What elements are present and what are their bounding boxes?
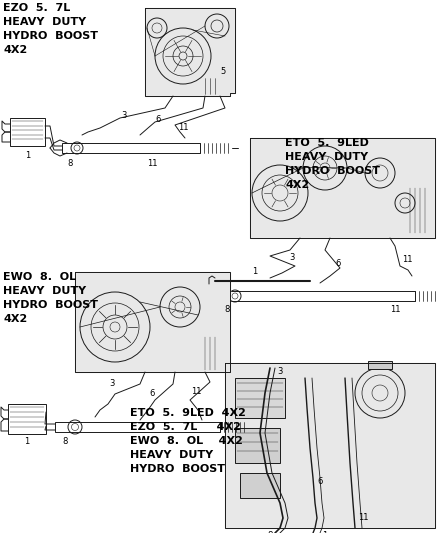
Text: EZO  5.  7L
HEAVY  DUTY
HYDRO  BOOST
4X2: EZO 5. 7L HEAVY DUTY HYDRO BOOST 4X2 — [3, 3, 98, 55]
Text: 11: 11 — [358, 513, 368, 522]
Bar — [235, 378, 285, 418]
Text: 8: 8 — [62, 437, 68, 446]
Bar — [8, 404, 46, 434]
Text: 11: 11 — [147, 159, 157, 168]
Text: ETO  5.  9LED
HEAVY  DUTY
HYDRO  BOOST
4X2: ETO 5. 9LED HEAVY DUTY HYDRO BOOST 4X2 — [285, 138, 380, 190]
Text: EWO  8.  OL
HEAVY  DUTY
HYDRO  BOOST
4X2: EWO 8. OL HEAVY DUTY HYDRO BOOST 4X2 — [3, 272, 98, 324]
Bar — [10, 118, 45, 146]
Polygon shape — [75, 272, 230, 372]
Bar — [240, 473, 280, 498]
Text: ETO  5.  9LED  4X2
EZO  5.  7L     4X2
EWO  8.  OL    4X2
HEAVY  DUTY
HYDRO  BOO: ETO 5. 9LED 4X2 EZO 5. 7L 4X2 EWO 8. OL … — [130, 408, 246, 474]
Text: 11: 11 — [402, 255, 412, 264]
Text: 6: 6 — [149, 390, 155, 399]
Bar — [55, 422, 220, 432]
Bar — [215, 291, 415, 301]
Polygon shape — [250, 138, 435, 238]
Text: 3: 3 — [277, 367, 283, 376]
Bar — [235, 428, 280, 463]
Text: 11: 11 — [191, 387, 201, 397]
Text: 1: 1 — [252, 266, 258, 276]
Text: 11: 11 — [390, 305, 400, 314]
Text: 11: 11 — [178, 123, 188, 132]
Text: 6: 6 — [155, 116, 161, 125]
Polygon shape — [145, 8, 235, 96]
Text: 1: 1 — [322, 530, 328, 533]
Polygon shape — [225, 363, 435, 528]
Text: 6: 6 — [336, 259, 341, 268]
Text: 3: 3 — [290, 254, 295, 262]
Text: 1: 1 — [25, 438, 30, 447]
Text: 5: 5 — [220, 67, 226, 76]
Text: 8: 8 — [224, 305, 230, 314]
Text: 8: 8 — [67, 159, 73, 168]
Text: 3: 3 — [121, 110, 127, 119]
Text: 6: 6 — [317, 477, 323, 486]
Text: 3: 3 — [110, 379, 115, 389]
Text: 8: 8 — [267, 530, 273, 533]
Bar — [368, 361, 392, 369]
Text: 1: 1 — [25, 151, 31, 160]
Bar — [62, 143, 200, 153]
